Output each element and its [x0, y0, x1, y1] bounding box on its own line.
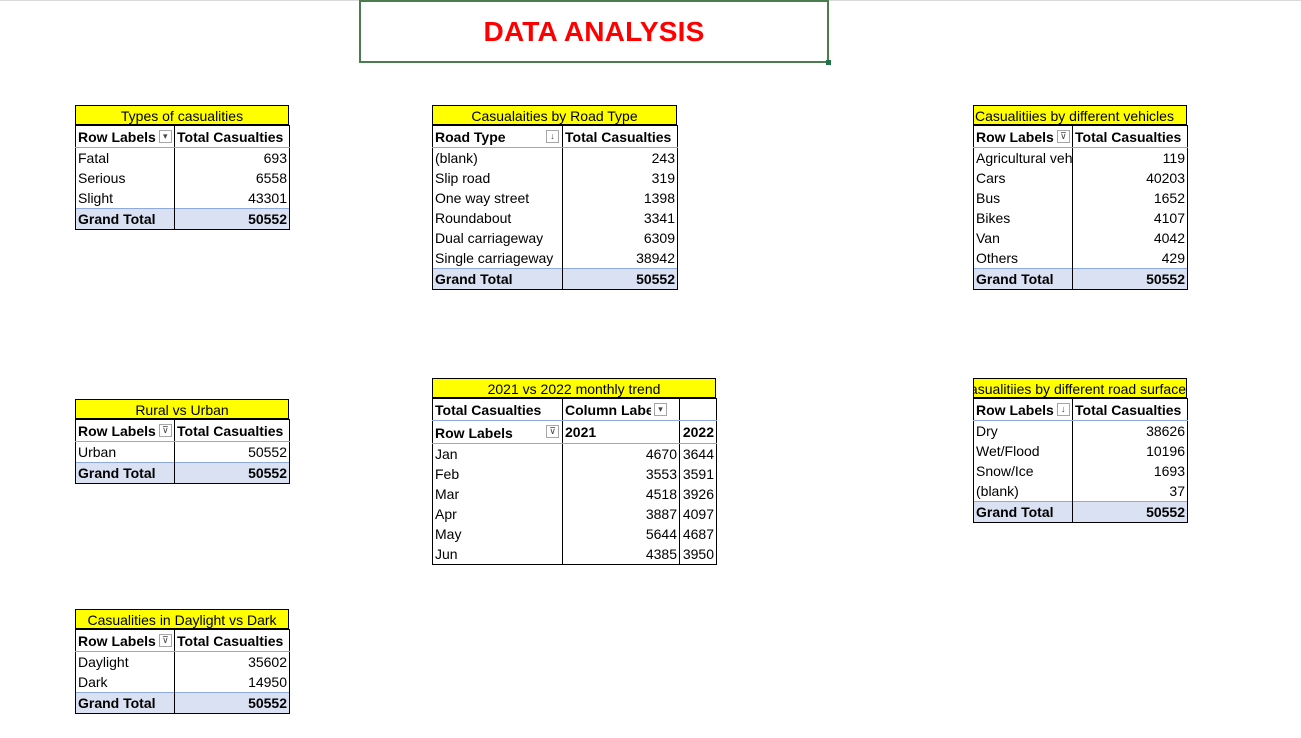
- pivot-caption: Casualitiies by different road surface: [973, 378, 1187, 398]
- resize-handle[interactable]: [826, 60, 831, 65]
- row-labels-header[interactable]: Row Labels ⊽: [75, 418, 175, 443]
- table-row: Jun 4385 3950: [432, 543, 717, 565]
- total-casualties-header: Total Casualties: [1072, 124, 1188, 149]
- table-row: Dark 14950: [75, 672, 290, 693]
- pivot-daylight-vs-dark[interactable]: Casualities in Daylight vs Dark Row Labe…: [75, 609, 290, 715]
- year-2022-header: 2022: [679, 420, 717, 444]
- table-row: Agricultural vehicle119: [973, 147, 1188, 169]
- table-row: Fatal 693: [75, 147, 290, 169]
- pivot-caption: Types of casualities: [75, 105, 289, 125]
- filter-icon[interactable]: ⊽: [546, 425, 559, 439]
- total-casualties-header: Total Casualties: [432, 397, 563, 422]
- grand-total-row: Grand Total 50552: [75, 462, 290, 485]
- table-row: Bikes 4107: [973, 208, 1188, 229]
- row-labels-header[interactable]: Row Labels ⊽: [973, 124, 1073, 149]
- dropdown-icon[interactable]: ▾: [654, 402, 667, 416]
- table-row: One way street 1398: [432, 188, 678, 209]
- pivot-vehicles[interactable]: Casualitiies by different vehicles Row L…: [973, 105, 1188, 291]
- grand-total-row: Grand Total 50552: [75, 208, 290, 231]
- table-row: Cars 40203: [973, 168, 1188, 189]
- header-blank-cell: [679, 397, 717, 422]
- filter-icon[interactable]: ⊽: [158, 633, 172, 647]
- filter-icon[interactable]: ⊽: [1056, 129, 1070, 143]
- table-row: Serious 6558: [75, 168, 290, 189]
- total-casualties-header: Total Casualties: [174, 418, 290, 443]
- grand-total-row: Grand Total 50552: [75, 692, 290, 715]
- table-row: Snow/Ice 1693: [973, 461, 1188, 482]
- column-labels-header[interactable]: Column Labels▾: [562, 397, 680, 422]
- table-row: Apr 3887 4097: [432, 503, 717, 524]
- table-row: Wet/Flood 10196: [973, 441, 1188, 462]
- dashboard-title: DATA ANALYSIS: [483, 16, 705, 47]
- table-row: Van 4042: [973, 228, 1188, 249]
- sort-filter-icon[interactable]: ↓: [546, 129, 559, 143]
- table-row: (blank) 37: [973, 481, 1188, 502]
- total-casualties-header: Total Casualties: [174, 628, 290, 653]
- table-row: Bus 1652: [973, 188, 1188, 209]
- grand-total-row: Grand Total 50552: [973, 501, 1188, 524]
- pivot-monthly-trend[interactable]: 2021 vs 2022 monthly trend Total Casualt…: [432, 378, 717, 565]
- row-labels-header[interactable]: Row Labels ▾: [75, 124, 175, 149]
- pivot-caption: Casualaities by Road Type: [432, 105, 677, 125]
- pivot-types-of-casualities[interactable]: Types of casualities Row Labels ▾ Total C…: [75, 105, 290, 231]
- sort-filter-icon[interactable]: ↓: [1056, 402, 1070, 416]
- row-labels-header[interactable]: Row Labels ⊽: [75, 628, 175, 653]
- filter-icon[interactable]: ⊽: [158, 423, 172, 437]
- total-casualties-header: Total Casualties: [1072, 397, 1188, 422]
- title-textbox[interactable]: DATA ANALYSIS: [359, 0, 831, 65]
- table-row: Roundabout 3341: [432, 208, 678, 229]
- table-row: Slight 43301: [75, 188, 290, 209]
- table-row: May 5644 4687: [432, 523, 717, 544]
- grand-total-row: Grand Total 50552: [432, 268, 678, 291]
- table-row: Daylight 35602: [75, 651, 290, 673]
- table-row: Single carriageway 38942: [432, 248, 678, 269]
- grand-total-row: Grand Total 50552: [973, 268, 1188, 291]
- pivot-caption: Rural vs Urban: [75, 399, 289, 419]
- pivot-caption: Casualitiies by different vehicles: [973, 105, 1187, 125]
- total-casualties-header: Total Casualties: [174, 124, 290, 149]
- row-labels-header[interactable]: Row Labels ↓: [973, 397, 1073, 422]
- table-row: Others 429: [973, 248, 1188, 269]
- pivot-caption: Casualities in Daylight vs Dark: [75, 609, 289, 629]
- road-type-header[interactable]: Road Type ↓: [432, 124, 563, 149]
- table-row: Dual carriageway 6309: [432, 228, 678, 249]
- pivot-road-surface[interactable]: Casualitiies by different road surface R…: [973, 378, 1188, 524]
- table-row: Dry 38626: [973, 420, 1188, 442]
- pivot-rural-vs-urban[interactable]: Rural vs Urban Row Labels ⊽ Total Casualt…: [75, 399, 290, 485]
- pivot-caption: 2021 vs 2022 monthly trend: [432, 378, 716, 398]
- table-row: Feb 3553 3591: [432, 463, 717, 484]
- table-row: (blank) 243: [432, 147, 678, 169]
- year-2021-header: 2021: [562, 420, 680, 444]
- table-row: Jan 4670 3644: [432, 443, 717, 464]
- total-casualties-header: Total Casualties: [562, 124, 678, 149]
- dropdown-icon[interactable]: ▾: [158, 129, 172, 143]
- row-labels-header[interactable]: Row Labels ⊽: [432, 420, 563, 444]
- pivot-road-type[interactable]: Casualaities by Road Type Road Type ↓ Tot…: [432, 105, 678, 291]
- table-row: Urban 50552: [75, 441, 290, 463]
- table-row: Mar 4518 3926: [432, 483, 717, 504]
- table-row: Slip road 319: [432, 168, 678, 189]
